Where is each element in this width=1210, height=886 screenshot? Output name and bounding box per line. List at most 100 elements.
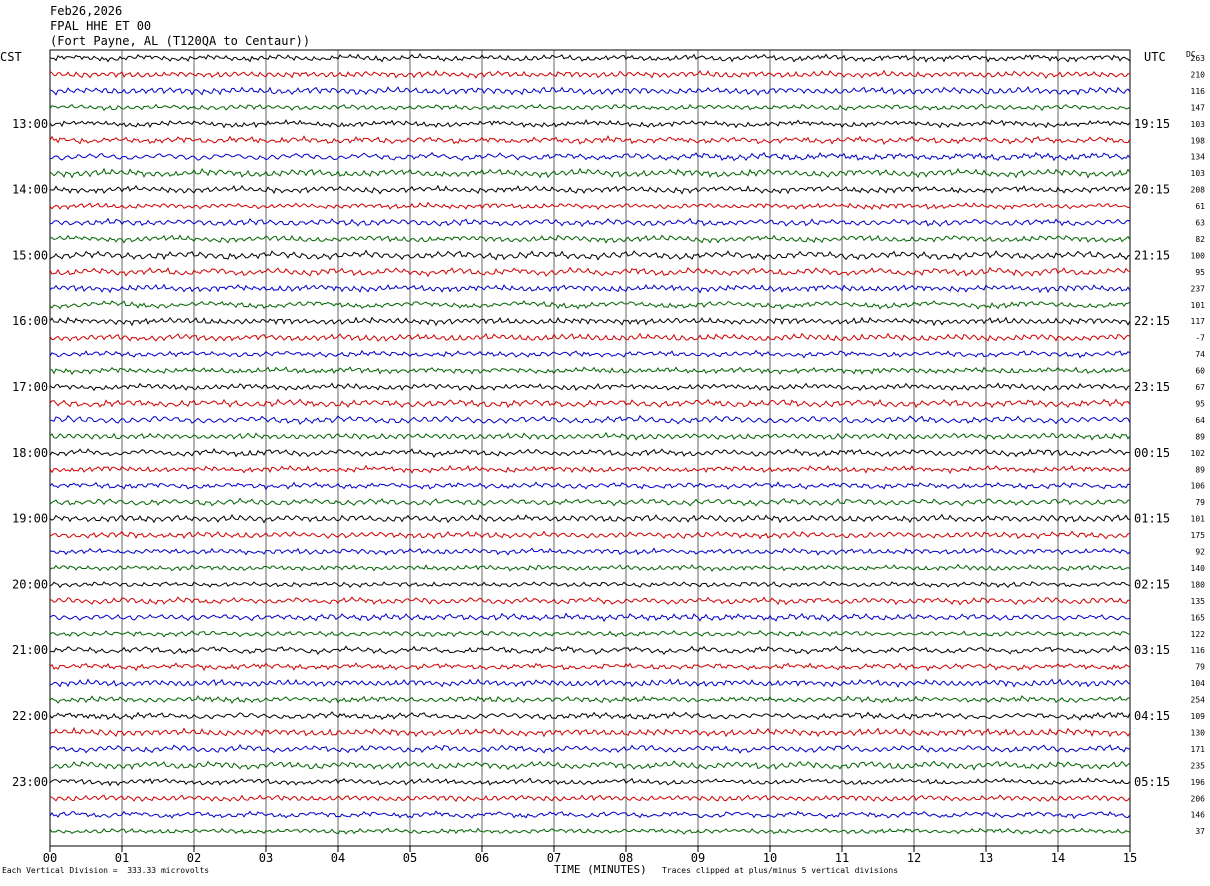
seismic-trace [49, 695, 1131, 704]
x-tick-label: 15 [1123, 851, 1137, 865]
seismic-trace [49, 217, 1131, 228]
clip-note: Traces clipped at plus/minus 5 vertical … [662, 866, 899, 875]
dc-offset-label: 89 [1195, 432, 1205, 441]
dc-offset-label: 171 [1191, 745, 1206, 754]
dc-offset-label: 82 [1195, 235, 1205, 244]
seismic-trace [49, 827, 1131, 835]
dc-offset-label: 135 [1191, 597, 1206, 606]
x-tick-label: 05 [403, 851, 417, 865]
utc-hour-label: 01:15 [1134, 512, 1170, 526]
axis-labels: 00 01 02 03 04 05 06 07 08 09 10 11 12 13 14 15 263 210 11… [12, 54, 1205, 865]
dc-offset-label: -7 [1195, 334, 1205, 343]
seismic-trace [49, 711, 1131, 721]
dc-offset-label: 254 [1191, 696, 1206, 705]
seismic-trace [49, 415, 1131, 426]
seismic-trace [49, 316, 1131, 327]
seismic-trace [49, 596, 1131, 606]
dc-offset-label: 79 [1195, 498, 1205, 507]
seismic-trace [49, 580, 1131, 589]
cst-hour-label: 15:00 [12, 248, 48, 262]
utc-hour-label: 03:15 [1134, 643, 1170, 657]
dc-offset-label: 165 [1191, 613, 1206, 622]
seismic-trace [49, 398, 1131, 409]
dc-offset-label: 92 [1195, 548, 1205, 557]
dc-offset-label: 122 [1191, 630, 1206, 639]
traces [49, 53, 1131, 835]
dc-offset-label: 103 [1191, 120, 1206, 129]
seismic-trace [49, 69, 1131, 80]
dc-offset-label: 117 [1191, 317, 1206, 326]
utc-hour-label: 05:15 [1134, 775, 1170, 789]
dc-offset-label: 116 [1191, 646, 1206, 655]
seismic-trace [49, 234, 1131, 244]
seismic-trace [49, 167, 1131, 179]
dc-offset-label: 95 [1195, 268, 1205, 277]
dc-offset-label: 67 [1195, 383, 1205, 392]
seismic-trace [49, 300, 1131, 310]
x-tick-label: 08 [619, 851, 633, 865]
dc-offset-label: 89 [1195, 465, 1205, 474]
seismic-trace [49, 283, 1131, 294]
cst-hour-label: 18:00 [12, 446, 48, 460]
seismic-trace [49, 481, 1131, 491]
dc-offset-label: 198 [1191, 136, 1206, 145]
dc-offset-label: 140 [1191, 564, 1206, 573]
seismic-trace [49, 382, 1131, 392]
dc-offset-label: 237 [1191, 284, 1206, 293]
seismic-trace [49, 810, 1131, 820]
cst-hour-label: 16:00 [12, 314, 48, 328]
cst-hour-label: 22:00 [12, 709, 48, 723]
cst-hour-label: 21:00 [12, 643, 48, 657]
seismic-trace [49, 332, 1131, 342]
seismic-trace [49, 530, 1131, 540]
seismic-trace [49, 266, 1131, 278]
seismic-trace [49, 645, 1131, 656]
x-tick-label: 09 [691, 851, 705, 865]
dc-offset-label: 196 [1191, 778, 1206, 787]
utc-hour-label: 22:15 [1134, 314, 1170, 328]
seismic-trace [49, 366, 1131, 375]
x-tick-label: 03 [259, 851, 273, 865]
dc-offset-label: 180 [1191, 580, 1206, 589]
seismic-trace [49, 431, 1131, 441]
seismic-trace [49, 629, 1131, 638]
seismic-trace [49, 249, 1131, 261]
dc-offset-label: 95 [1195, 399, 1205, 408]
x-tick-label: 10 [763, 851, 777, 865]
cst-hour-label: 23:00 [12, 775, 48, 789]
plot-frame [49, 49, 1131, 847]
dc-offset-label: 263 [1191, 54, 1206, 63]
cst-hour-label: 13:00 [12, 117, 48, 131]
seismic-trace [49, 448, 1131, 459]
timezone-left-label: CST [0, 50, 22, 64]
utc-hour-label: 04:15 [1134, 709, 1170, 723]
cst-hour-label: 14:00 [12, 183, 48, 197]
utc-hour-label: 20:15 [1134, 183, 1170, 197]
dc-offset-label: 109 [1191, 712, 1206, 721]
utc-hour-label: 21:15 [1134, 248, 1170, 262]
x-tick-label: 14 [1051, 851, 1065, 865]
utc-hour-label: 19:15 [1134, 117, 1170, 131]
dc-offset-label: 102 [1191, 449, 1206, 458]
x-tick-label: 01 [115, 851, 129, 865]
seismic-trace [49, 135, 1131, 145]
dc-offset-label: 146 [1191, 811, 1206, 820]
seismic-trace [49, 53, 1131, 63]
seismic-trace [49, 777, 1131, 787]
seismic-trace [49, 349, 1131, 359]
seismic-trace [49, 726, 1131, 738]
cst-hour-label: 19:00 [12, 512, 48, 526]
dc-offset-label: 61 [1195, 202, 1205, 211]
dc-offset-label: 100 [1191, 251, 1206, 260]
x-tick-label: 04 [331, 851, 345, 865]
dc-offset-label: 175 [1191, 531, 1206, 540]
cst-hour-label: 20:00 [12, 577, 48, 591]
dc-offset-label: 101 [1191, 515, 1206, 524]
seismic-trace [49, 513, 1131, 524]
seismic-trace [49, 151, 1131, 162]
x-tick-label: 06 [475, 851, 489, 865]
seismic-trace [49, 118, 1131, 129]
dc-offset-label: 101 [1191, 301, 1206, 310]
seismic-trace [49, 547, 1131, 556]
